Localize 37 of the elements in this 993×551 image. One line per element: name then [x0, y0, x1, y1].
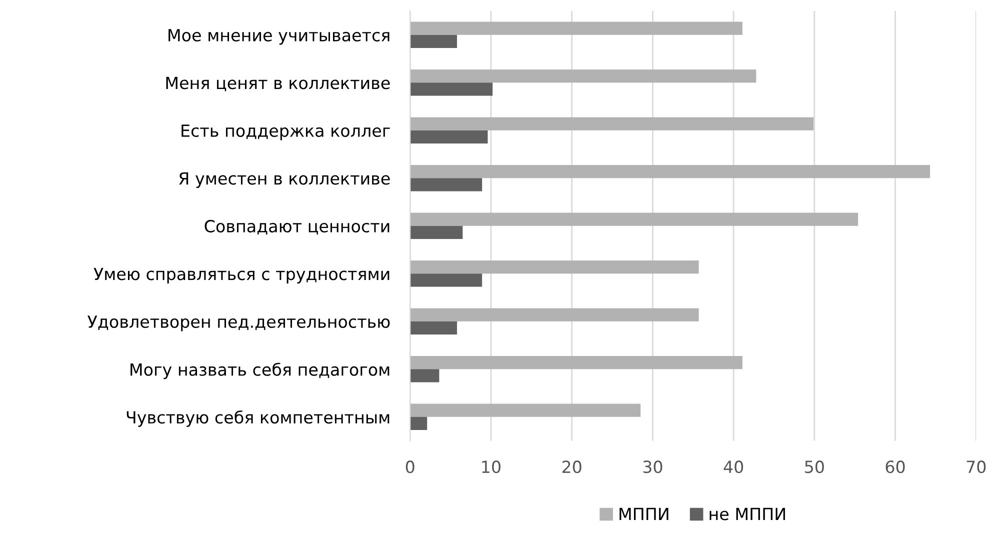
legend-label: МППИ [620, 508, 668, 520]
y-tick-label: Я уместен в коллективе [179, 172, 390, 188]
bar [410, 321, 458, 335]
x-tick-label: 0 [406, 460, 414, 474]
bar [410, 274, 482, 287]
y-tick-label: Есть поддержка коллег [182, 124, 390, 140]
legend-label: не МППИ [710, 508, 785, 520]
bar [410, 165, 930, 178]
bar [410, 70, 756, 83]
bar [410, 82, 493, 96]
y-tick-label: Чувствую себя компетентным [126, 410, 390, 427]
bar [410, 117, 814, 130]
x-tick-label: 60 [886, 460, 905, 474]
x-tick-label: 40 [724, 460, 744, 474]
x-tick-label: 10 [482, 460, 500, 474]
x-tick-label: 70 [966, 460, 986, 474]
bar [410, 416, 428, 430]
bar [410, 130, 488, 144]
bar [410, 260, 699, 274]
x-tick-label: 50 [805, 460, 824, 474]
bar [410, 178, 482, 192]
y-tick-label: Могу назвать себя педагогом [130, 362, 390, 380]
bar [410, 308, 699, 322]
bar [410, 22, 742, 35]
y-tick-label: Удовлетворен пед.деятельностью [88, 316, 390, 332]
bar [410, 404, 641, 417]
bar [410, 369, 440, 382]
bar [410, 34, 458, 48]
y-tick-label: Мое мнение учитывается [168, 29, 390, 45]
bar [410, 212, 858, 226]
y-tick-label: Совпадают ценности [204, 220, 390, 235]
bar [410, 356, 742, 370]
x-tick-label: 20 [562, 460, 582, 474]
y-tick-label: Меня ценят в коллективе [166, 76, 390, 92]
bar [410, 226, 463, 240]
x-tick-label: 30 [643, 460, 662, 474]
y-tick-label: Умею справляться с трудностями [94, 268, 390, 284]
